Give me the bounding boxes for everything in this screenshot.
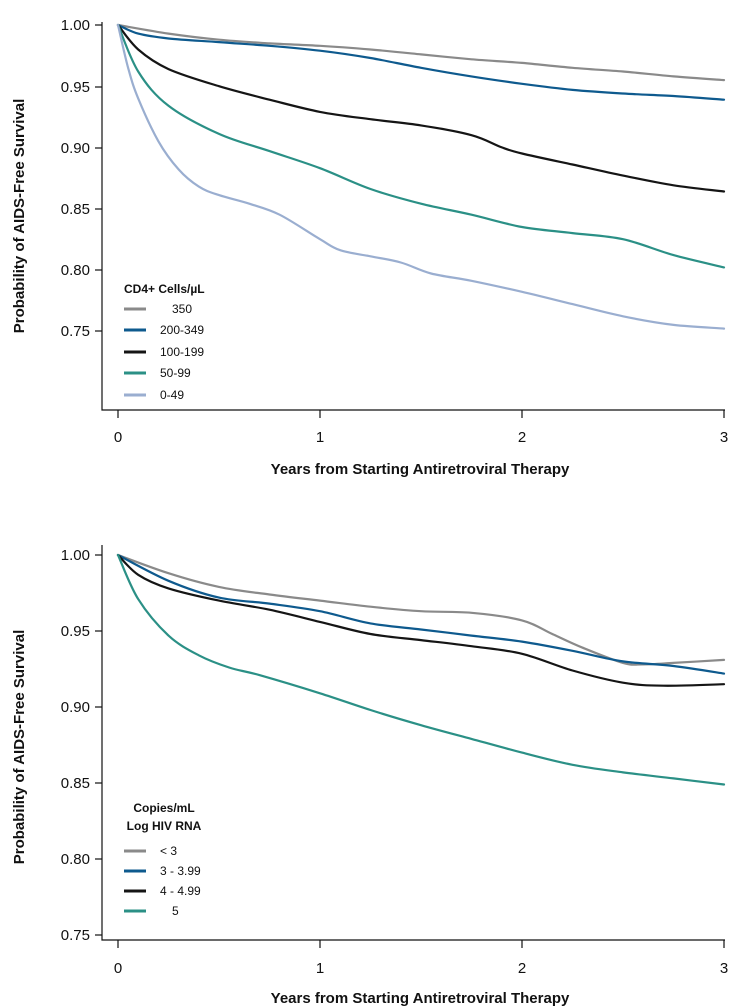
x-tick-label: 2: [518, 429, 526, 446]
legend-label: 0-49: [160, 388, 184, 402]
x-tick-label: 1: [316, 960, 324, 977]
series-line-1: [116, 553, 726, 675]
chart-panel-hiv-rna: 0 1 2 3 0.75 0.80 0.85 0.90 0.95 1.00 Ye…: [11, 545, 728, 1007]
y-axis-line: [101, 22, 725, 411]
series-line-3: [116, 23, 726, 269]
series-line-2: [116, 553, 726, 687]
legend-label: 100-199: [160, 345, 204, 359]
y-tick-label: 0.95: [61, 623, 90, 640]
y-axis-line: [101, 545, 725, 941]
legend-label: 3 - 3.99: [160, 864, 201, 878]
legend-label: 5: [172, 904, 179, 918]
y-tick-label: 0.80: [61, 262, 90, 279]
legend: Copies/mL Log HIV RNA < 3 3 - 3.99 4 - 4…: [124, 801, 202, 918]
series-line-2: [116, 23, 726, 193]
series-line-1: [116, 23, 726, 101]
y-tick-label: 1.00: [61, 547, 90, 564]
y-tick-label: 0.80: [61, 851, 90, 868]
y-tick-label: 1.00: [61, 17, 90, 34]
y-axis-title: Probability of AIDS-Free Survival: [11, 99, 28, 334]
x-tick-label: 0: [114, 429, 122, 446]
axes-layer: 0 1 2 3 0.75 0.80 0.85 0.90 0.95 1.00 Ye…: [11, 545, 728, 1007]
x-tick-label: 3: [720, 429, 728, 446]
y-tick-label: 0.90: [61, 140, 90, 157]
legend-title: Log HIV RNA: [127, 819, 202, 833]
legend: CD4+ Cells/µL 350 200-349 100-199 50-99 …: [124, 282, 205, 402]
legend-title: CD4+ Cells/µL: [124, 282, 205, 296]
x-tick-label: 2: [518, 960, 526, 977]
series-line-4: [116, 23, 726, 330]
y-tick-label: 0.75: [61, 927, 90, 944]
y-tick-label: 0.85: [61, 775, 90, 792]
y-axis-title: Probability of AIDS-Free Survival: [11, 630, 28, 865]
axes-layer: 0 1 2 3 0.75 0.80 0.85 0.90 0.95 1.00 Ye…: [11, 17, 728, 478]
x-axis-title: Years from Starting Antiretroviral Thera…: [271, 990, 570, 1007]
y-tick-label: 0.85: [61, 201, 90, 218]
series-layer: [116, 23, 726, 330]
series-layer: [116, 553, 726, 786]
series-line-3: [116, 553, 726, 786]
legend-label: < 3: [160, 844, 177, 858]
y-tick-label: 0.75: [61, 323, 90, 340]
x-tick-label: 0: [114, 960, 122, 977]
x-tick-label: 3: [720, 960, 728, 977]
y-tick-label: 0.90: [61, 699, 90, 716]
legend-title: Copies/mL: [133, 801, 194, 815]
series-line-0: [116, 553, 726, 666]
x-axis-title: Years from Starting Antiretroviral Thera…: [271, 461, 570, 478]
chart-panel-cd4: 0 1 2 3 0.75 0.80 0.85 0.90 0.95 1.00 Ye…: [11, 17, 728, 478]
legend-label: 50-99: [160, 366, 191, 380]
legend-label: 4 - 4.99: [160, 884, 201, 898]
legend-label: 350: [172, 302, 192, 316]
y-tick-label: 0.95: [61, 79, 90, 96]
legend-label: 200-349: [160, 323, 204, 337]
series-line-0: [116, 23, 726, 82]
x-tick-label: 1: [316, 429, 324, 446]
